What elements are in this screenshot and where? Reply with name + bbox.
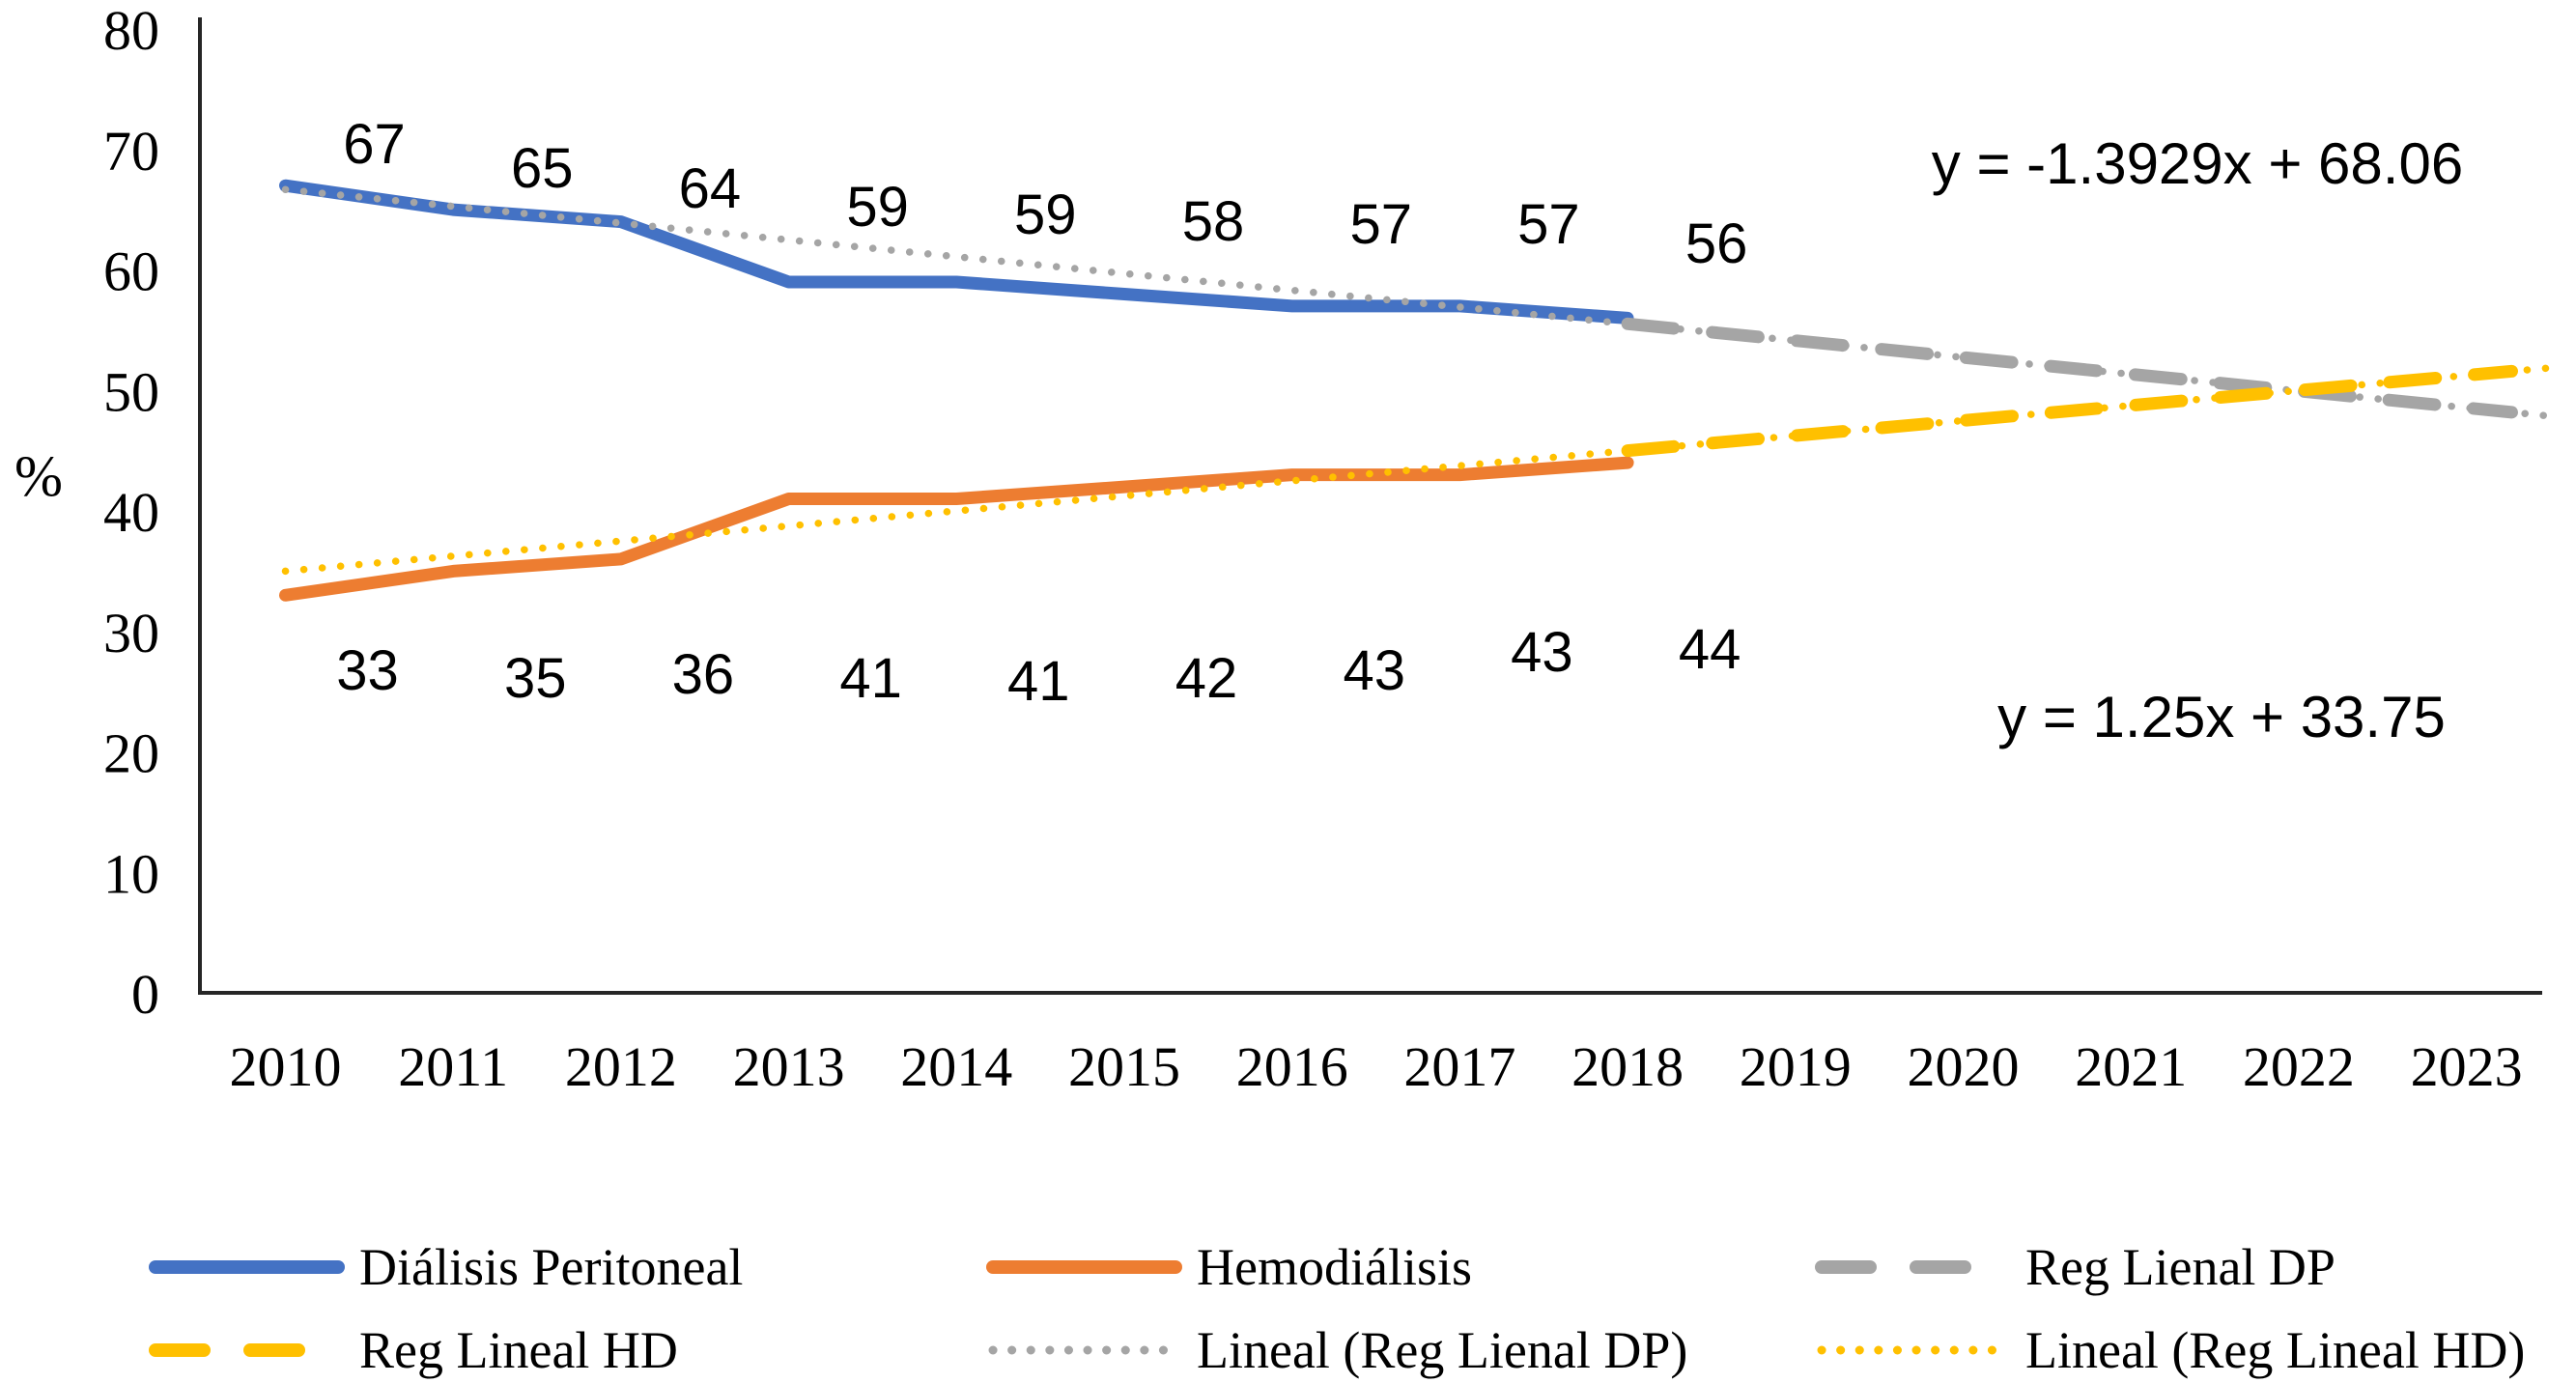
x-axis-label: 2015 [1068,1035,1180,1098]
y-axis-label: 30 [103,602,159,664]
data-label-hemodialisis: 41 [1007,650,1070,713]
legend-label: Lineal (Reg Lienal DP) [1197,1321,1688,1379]
data-label-dialisis-peritoneal: 59 [1014,183,1077,246]
data-label-dialisis-peritoneal: 59 [846,176,909,239]
x-axis-label: 2013 [733,1035,845,1098]
legend-item-hemodialisis: Hemodiálisis [985,1226,1814,1309]
y-axis-label: 60 [103,240,159,303]
x-axis-label: 2020 [1908,1035,2020,1098]
legend-item-lineal-reg-lineal-hd: Lineal (Reg Lineal HD) [1814,1309,2562,1383]
equation-annotations: y = -1.3929x + 68.06 y = 1.25x + 33.75 [1932,131,2463,749]
y-axis-label: 80 [103,0,159,62]
legend-swatch-solid-icon [986,1260,1182,1274]
y-axis-labels: 0 10 20 30 40 50 60 70 80 [103,0,159,1026]
x-axis-label: 2016 [1236,1035,1348,1098]
data-label-hemodialisis: 43 [1511,621,1573,684]
x-axis-labels: 2010 2011 2012 2013 2014 2015 2016 2017 2018 2019… [230,1035,2523,1098]
axes [198,17,2542,995]
x-axis-label: 2019 [1740,1035,1852,1098]
series-line-reg-lienal-dp [1621,317,2518,419]
y-axis-label: 10 [103,842,159,905]
legend-item-lineal-reg-lienal-dp: Lineal (Reg Lienal DP) [985,1309,1814,1383]
legend-label: Diálisis Peritoneal [359,1238,744,1296]
data-label-hemodialisis: 35 [504,647,567,710]
data-label-dialisis-peritoneal: 67 [343,113,406,176]
y-axis-label: 50 [103,360,159,423]
series-lines [279,179,2555,602]
legend-item-reg-lienal-dp: Reg Lienal DP [1814,1226,2562,1309]
x-axis-label: 2017 [1403,1035,1515,1098]
x-axis-label: 2023 [2411,1035,2523,1098]
x-axis-label: 2012 [565,1035,677,1098]
legend-swatch-dotted-icon [988,1345,1180,1355]
data-label-hemodialisis: 42 [1175,647,1238,710]
axis-lines [198,17,2542,995]
legend-label: Reg Lienal DP [2025,1238,2335,1296]
data-label-dialisis-peritoneal: 56 [1685,212,1748,275]
data-label-dialisis-peritoneal: 58 [1182,190,1245,253]
legend: Diálisis Peritoneal Hemodiálisis Reg Liena… [148,1226,2562,1383]
legend-item-dialisis-peritoneal: Diálisis Peritoneal [148,1226,985,1309]
legend-item-reg-lineal-hd: Reg Lineal HD [148,1309,985,1383]
data-label-dialisis-peritoneal: 64 [679,157,742,220]
x-axis-label: 2011 [398,1035,508,1098]
y-axis-label: 70 [103,120,159,183]
data-label-dialisis-peritoneal: 57 [1517,193,1580,256]
y-axis-label: 0 [131,963,159,1026]
trend-equation: y = 1.25x + 33.75 [1997,685,2446,749]
data-label-hemodialisis: 43 [1343,639,1405,702]
y-axis-label: 40 [103,481,159,544]
legend-label: Hemodiálisis [1197,1238,1472,1296]
legend-swatch-dashed-icon [149,1343,345,1357]
y-axis-title: % [14,444,63,508]
data-labels: 67 65 64 59 59 58 57 57 56 33 35 36 41 41 42 43 43 44 [336,113,1747,713]
legend-swatch-dotted-icon [1817,1345,2009,1355]
data-label-dialisis-peritoneal: 65 [511,137,574,200]
y-axis-label: 20 [103,722,159,785]
data-label-hemodialisis: 44 [1679,618,1741,681]
y-axis-title-label: % [14,444,63,508]
x-axis-label: 2018 [1571,1035,1684,1098]
trend-equation: y = -1.3929x + 68.06 [1932,131,2463,196]
x-axis-label: 2021 [2075,1035,2187,1098]
series-line-dialisis-peritoneal [279,179,1634,325]
legend-swatch-solid-icon [149,1260,345,1274]
data-label-hemodialisis: 41 [839,647,902,710]
series-line-hemodialisis [279,456,1634,602]
legend-swatch-dashed-icon [1815,1260,2011,1274]
data-label-dialisis-peritoneal: 57 [1349,193,1412,256]
x-axis-label: 2014 [900,1035,1012,1098]
data-label-hemodialisis: 36 [672,643,735,706]
legend-label: Lineal (Reg Lineal HD) [2025,1321,2526,1379]
series-line-reg-lineal-hd [1621,364,2518,458]
data-label-hemodialisis: 33 [336,639,399,702]
x-axis-label: 2010 [230,1035,342,1098]
legend-label: Reg Lineal HD [359,1321,678,1379]
x-axis-label: 2022 [2243,1035,2355,1098]
